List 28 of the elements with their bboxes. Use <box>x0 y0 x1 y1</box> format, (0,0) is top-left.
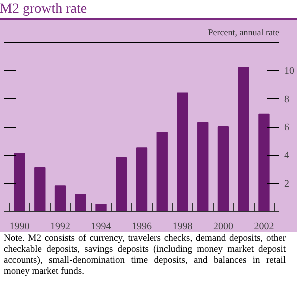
x-tick-label: 2002 <box>254 222 274 232</box>
bar <box>75 194 86 212</box>
bar <box>34 167 46 212</box>
bar <box>116 157 128 212</box>
bar <box>156 132 168 212</box>
x-tick-label: 1992 <box>50 222 71 232</box>
bar <box>218 126 230 212</box>
bar <box>198 122 209 212</box>
y-tick-label: 4 <box>284 150 290 162</box>
y-tick-label: 6 <box>284 122 290 134</box>
x-tick-label: 1994 <box>91 222 112 232</box>
x-tick-label: 1990 <box>10 222 30 232</box>
y-tick-label: 8 <box>284 94 290 106</box>
bar <box>258 114 270 212</box>
bar <box>177 92 188 212</box>
text: Note. M2 consists of currency, travelers checks, demand deposits, other checkable deposits, savings deposits (including money market deposit accounts), small-denomination time deposits, and balances in retail money market funds. <box>4 234 286 278</box>
y-tick-label: 10 <box>284 66 294 78</box>
bar <box>136 148 148 212</box>
y-tick-label: 2 <box>284 178 290 190</box>
y-axis-title: Percent, annual rate <box>208 28 280 38</box>
x-tick-label: 2000 <box>213 222 234 232</box>
bar <box>96 204 107 212</box>
bar <box>238 67 250 212</box>
bar <box>54 186 66 212</box>
x-tick-label: 1996 <box>132 222 152 232</box>
x-tick-label: 1998 <box>172 222 193 232</box>
chart-title: M2 growth rate <box>0 1 88 19</box>
bar <box>14 153 26 212</box>
